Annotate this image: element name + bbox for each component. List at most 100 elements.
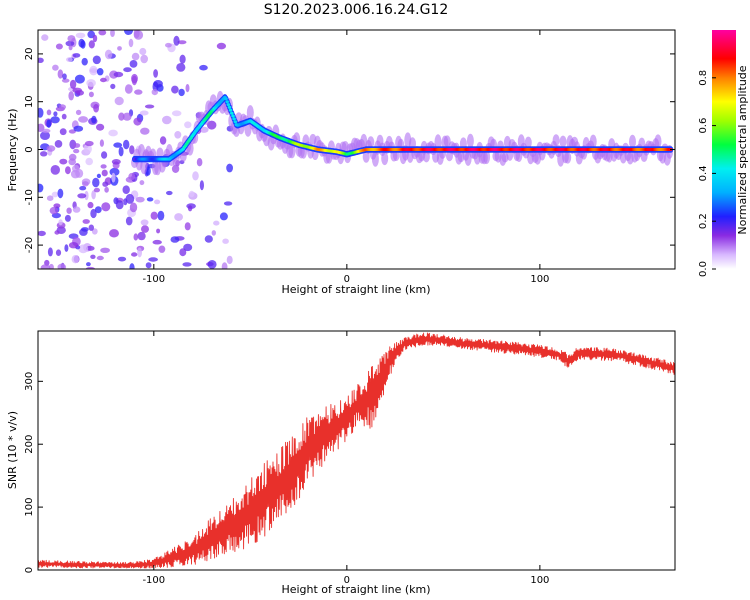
- spectrogram-noise-blob: [88, 40, 95, 49]
- spectrogram-noise-blob: [173, 35, 180, 46]
- spectrogram-noise-blob: [83, 143, 92, 154]
- spectrogram-noise-blob: [199, 180, 204, 191]
- spectrogram-noise-blob: [118, 112, 125, 121]
- spectrogram-noise-blob: [46, 109, 52, 116]
- spectrogram-noise-blob: [46, 195, 54, 201]
- y-tick-label: 0: [24, 146, 35, 152]
- spectrogram-noise-blob: [110, 30, 115, 37]
- spectrogram-noise-blob: [90, 254, 96, 259]
- spectrogram-noise-blob: [64, 244, 69, 252]
- spectrogram-noise-blob: [182, 262, 192, 267]
- spectrogram-noise-blob: [46, 119, 52, 128]
- spectrogram-noise-blob: [48, 263, 54, 269]
- spectrogram-noise-blob: [70, 169, 80, 179]
- spectrogram-halo: [367, 136, 375, 148]
- spectrogram-ridge-core: [224, 97, 228, 101]
- spectrogram-noise-blob: [67, 35, 76, 42]
- spectrogram-noise-blob: [178, 88, 185, 97]
- figure-title: S120.2023.006.16.24.G12: [264, 2, 449, 18]
- spectrogram-noise-blob: [93, 103, 99, 113]
- spectrogram-noise-blob: [174, 213, 184, 221]
- spectrogram-noise-blob: [91, 115, 97, 124]
- spectrogram-halo: [466, 133, 474, 149]
- spectrogram-noise-blob: [73, 125, 84, 132]
- spectrogram-noise-blob: [88, 91, 94, 98]
- spectrogram-halo: [381, 151, 389, 166]
- spectrogram-noise-blob: [162, 115, 172, 125]
- spectrogram-noise-blob: [84, 140, 94, 147]
- spectrogram-noise-blob: [117, 46, 122, 51]
- spectrogram-halo: [140, 158, 148, 175]
- spectrogram-noise-blob: [125, 216, 133, 226]
- spectrogram-noise-blob: [91, 228, 98, 235]
- spectrogram-noise-blob: [38, 183, 44, 193]
- spectrogram-noise-blob: [72, 53, 81, 58]
- x-tick-label: 100: [530, 274, 549, 285]
- spectrogram-noise-blob: [223, 201, 233, 206]
- spectrogram-noise-blob: [79, 186, 87, 191]
- spectrogram-noise-blob: [47, 247, 53, 257]
- spectrogram-noise-blob: [38, 230, 46, 237]
- spectrogram-noise-blob: [150, 211, 158, 220]
- spectrogram-noise-blob: [90, 208, 97, 219]
- spectrogram-ylabel: Frequency (Hz): [6, 109, 19, 192]
- spectrogram-noise-blob: [86, 262, 91, 267]
- spectrogram-noise-blob: [111, 159, 121, 165]
- spectrogram-noise-blob: [73, 143, 81, 148]
- spectrogram-noise-blob: [171, 85, 179, 94]
- spectrogram-noise-blob: [153, 69, 159, 78]
- spectrogram-noise-blob: [78, 244, 89, 254]
- spectrogram-ridge-core: [225, 100, 229, 104]
- spectrogram-noise-blob: [57, 188, 64, 199]
- spectrogram-noise-blob: [88, 224, 95, 231]
- spectrogram-noise-blob: [40, 131, 50, 141]
- spectrogram-noise-blob: [109, 167, 120, 176]
- spectrogram-noise-blob: [57, 69, 64, 79]
- spectrogram-noise-blob: [115, 200, 124, 210]
- spectrogram-noise-blob: [40, 264, 51, 269]
- spectrogram-noise-blob: [102, 181, 109, 187]
- y-tick-label: -10: [24, 189, 35, 205]
- y-tick-label: 20: [24, 48, 35, 61]
- spectrogram-halo: [654, 134, 662, 149]
- spectrogram-noise-blob: [133, 233, 139, 241]
- spectrogram-noise-blob: [79, 228, 88, 236]
- spectrogram-noise-blob: [100, 77, 107, 83]
- spectrogram-halo: [434, 134, 442, 150]
- spectrogram-noise-blob: [139, 180, 145, 186]
- spectrogram-ridge-core: [227, 105, 232, 109]
- spectrogram-noise-blob: [68, 242, 79, 249]
- x-tick-label: 0: [344, 575, 350, 586]
- spectrogram-noise-blob: [174, 131, 182, 139]
- colorbar: 0.0 0.2 0.4 0.6 0.8 Normalized spectral ampl…: [698, 30, 749, 277]
- spectrogram-ridge-core: [226, 103, 231, 107]
- colorbar-tick-label: 0.2: [698, 213, 709, 229]
- y-tick-label: 300: [24, 372, 35, 391]
- spectrogram-ridge-core: [228, 108, 233, 112]
- spectrogram-noise-blob: [129, 145, 135, 155]
- spectrogram-noise-blob: [154, 199, 161, 205]
- snr-ticks: -100 0 100 0 100 200 300: [24, 331, 675, 586]
- spectrogram-noise-blob: [156, 228, 161, 234]
- spectrogram-noise-blob: [93, 187, 100, 193]
- spectrogram-noise-blob: [82, 219, 90, 224]
- x-tick-label: -100: [142, 575, 165, 586]
- spectrogram-noise-blob: [184, 222, 191, 231]
- spectrogram-noise-blob: [98, 30, 107, 36]
- spectrogram-noise-blob: [92, 55, 101, 65]
- spectrogram-noise-blob: [131, 75, 138, 86]
- spectrogram-noise-blob: [165, 42, 172, 48]
- spectrogram-noise-blob: [137, 231, 146, 241]
- spectrogram-noise-blob: [68, 45, 73, 51]
- spectrogram-noise-blob: [171, 110, 182, 117]
- spectrogram-noise-blob: [131, 252, 138, 257]
- spectrogram-noise-blob: [137, 247, 143, 258]
- spectrogram-ridge-core: [231, 114, 235, 118]
- spectrogram-noise-blob: [123, 139, 130, 150]
- spectrogram-noise-blob: [100, 164, 107, 169]
- colorbar-gradient: [712, 30, 736, 269]
- y-tick-label: 10: [24, 95, 35, 108]
- spectrogram-noise-blob: [219, 212, 228, 221]
- spectrogram-halo: [552, 134, 560, 147]
- spectrogram-noise-blob: [226, 163, 234, 173]
